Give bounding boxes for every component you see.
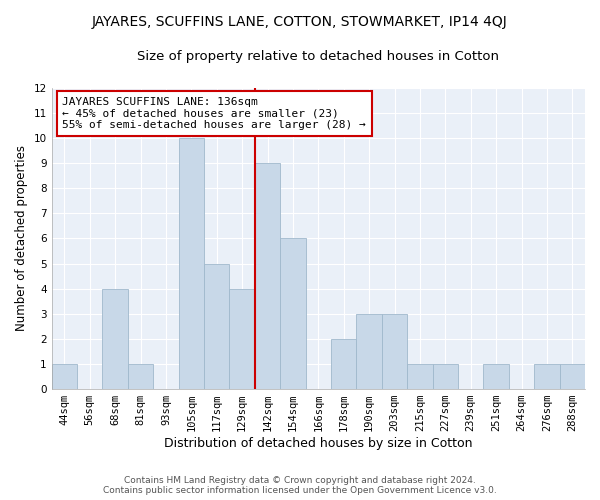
Text: Contains HM Land Registry data © Crown copyright and database right 2024.
Contai: Contains HM Land Registry data © Crown c… [103,476,497,495]
Bar [229,288,255,389]
Bar [280,238,305,389]
Bar [534,364,560,389]
Bar [433,364,458,389]
X-axis label: Distribution of detached houses by size in Cotton: Distribution of detached houses by size … [164,437,473,450]
Bar [382,314,407,389]
Bar [560,364,585,389]
Bar [484,364,509,389]
Bar [204,264,229,389]
Text: JAYARES SCUFFINS LANE: 136sqm
← 45% of detached houses are smaller (23)
55% of s: JAYARES SCUFFINS LANE: 136sqm ← 45% of d… [62,97,366,130]
Y-axis label: Number of detached properties: Number of detached properties [15,146,28,332]
Bar [179,138,204,389]
Bar [128,364,153,389]
Title: Size of property relative to detached houses in Cotton: Size of property relative to detached ho… [137,50,499,63]
Bar [255,163,280,389]
Bar [331,339,356,389]
Bar [52,364,77,389]
Bar [356,314,382,389]
Text: JAYARES, SCUFFINS LANE, COTTON, STOWMARKET, IP14 4QJ: JAYARES, SCUFFINS LANE, COTTON, STOWMARK… [92,15,508,29]
Bar [103,288,128,389]
Bar [407,364,433,389]
